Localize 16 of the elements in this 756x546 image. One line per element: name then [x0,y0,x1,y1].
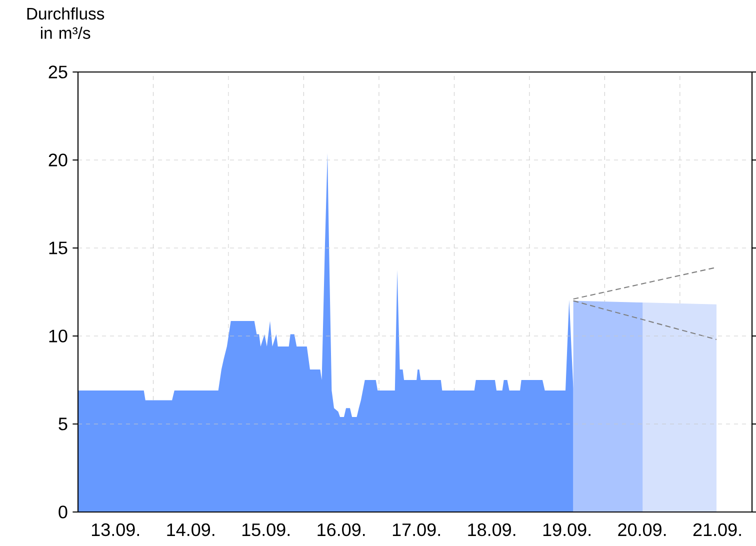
y-tick-label: 15 [49,242,68,254]
x-tick-label: 15.09. [242,523,290,536]
x-tick-label: 14.09. [167,523,214,536]
y-axis-title: Durchfluss in m³/s [27,7,104,39]
x-tick-label: 18.09. [468,523,516,536]
y-tick-label: 10 [49,330,68,342]
x-tick-label: 13.09. [92,523,139,536]
y-tick-label: 25 [48,66,68,78]
y-tick-label: 0 [58,506,68,518]
x-tick-label: 21.09. [693,523,741,536]
x-tick-label: 20.09. [618,523,666,536]
x-tick-label: 19.09. [543,523,590,536]
y-tick-label: 20 [48,154,68,166]
x-tick-label: 16.09. [318,523,365,536]
y-tick-label: 5 [58,418,68,430]
x-tick-label: 17.09. [392,523,440,536]
